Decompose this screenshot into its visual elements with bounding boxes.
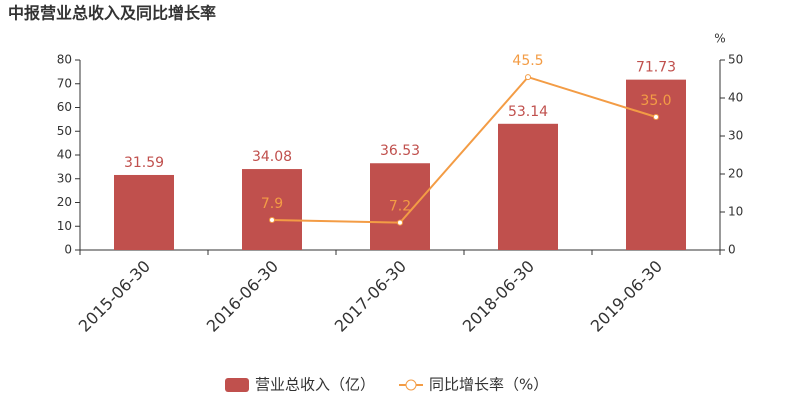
line-value-label: 45.5 [512, 53, 543, 69]
bar [114, 174, 174, 250]
legend-label: 营业总收入（亿） [255, 376, 375, 394]
line-point [269, 216, 275, 223]
bar-value-label: 71.73 [636, 60, 676, 76]
bar [626, 79, 686, 250]
x-tick-label: 2016-06-30 [203, 257, 282, 336]
bar [498, 123, 558, 250]
line-value-label: 7.2 [389, 199, 411, 215]
y2-axis-label: % [714, 32, 725, 46]
legend-symbol [405, 379, 417, 391]
y-tick-label: 0 [64, 243, 72, 257]
line-point [397, 219, 403, 226]
x-tick-label: 2018-06-30 [459, 257, 538, 336]
y2-tick-label: 20 [728, 167, 743, 181]
line-point [525, 74, 531, 81]
y2-tick-label: 10 [728, 205, 743, 219]
chart-title: 中报营业总收入及同比增长率 [8, 4, 216, 23]
legend-symbol [225, 378, 249, 392]
x-tick-label: 2015-06-30 [75, 257, 154, 336]
line-point [653, 114, 659, 120]
x-tick-label: 2019-06-30 [587, 257, 666, 336]
y-tick-label: 80 [57, 53, 72, 67]
y2-tick-label: 0 [728, 243, 736, 257]
bar-value-label: 53.14 [508, 104, 548, 120]
legend-label: 同比增长率（%） [429, 376, 548, 394]
line-value-label: 35.0 [640, 93, 671, 109]
y-tick-label: 60 [57, 100, 72, 114]
bar-value-label: 31.59 [124, 155, 164, 171]
y2-tick-label: 30 [728, 129, 743, 143]
bar [370, 163, 430, 250]
y-tick-label: 30 [57, 171, 72, 185]
y-tick-label: 10 [57, 219, 72, 233]
line-value-label: 7.9 [261, 196, 283, 212]
y2-tick-label: 50 [728, 53, 743, 67]
y-tick-label: 20 [57, 195, 72, 209]
y-tick-label: 70 [57, 76, 72, 90]
bar [242, 169, 302, 250]
bar-value-label: 36.53 [380, 143, 420, 159]
bar-value-label: 34.08 [252, 149, 292, 165]
y-tick-label: 40 [57, 148, 72, 162]
x-tick-label: 2017-06-30 [331, 257, 410, 336]
line [271, 75, 657, 224]
y-tick-label: 50 [57, 124, 72, 138]
y2-tick-label: 40 [728, 91, 743, 105]
